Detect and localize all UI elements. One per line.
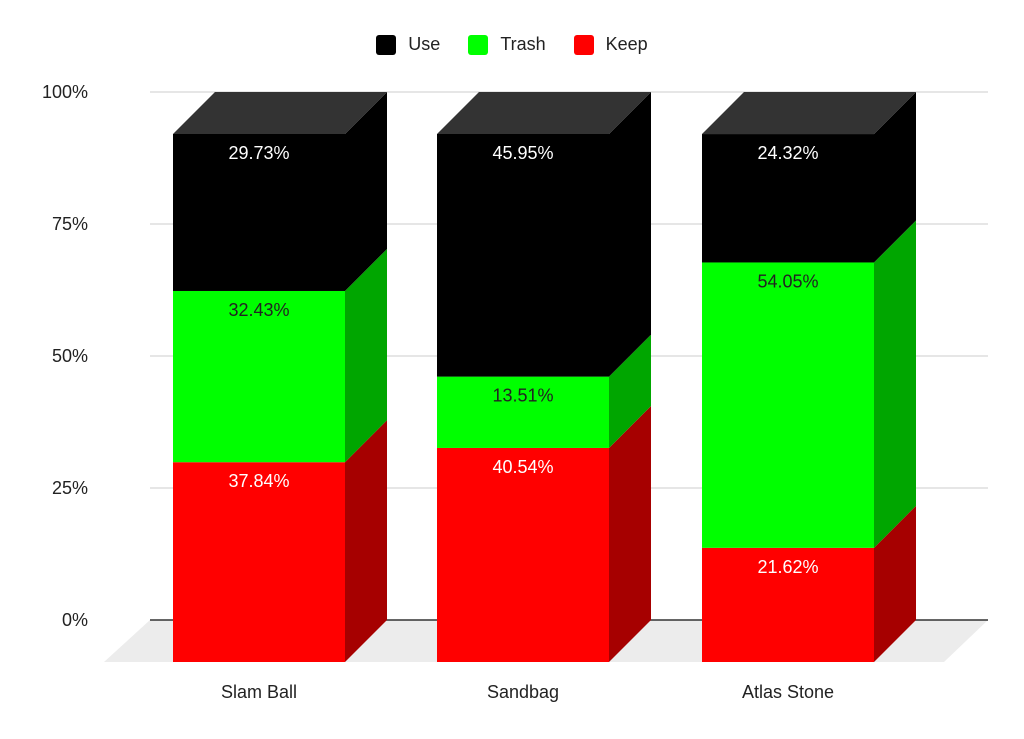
bar-sandbag-keep xyxy=(437,447,609,662)
bar-atlas-stone-trash xyxy=(702,262,874,548)
bar-side-slam-ball-use xyxy=(345,92,387,291)
bar-atlas-stone-use xyxy=(702,134,874,263)
data-label-atlas-stone-trash: 54.05% xyxy=(757,271,818,291)
bar-sandbag-trash xyxy=(437,376,609,448)
bar-top-sandbag xyxy=(437,92,651,134)
y-tick-label: 25% xyxy=(52,478,88,498)
bar-side-slam-ball-keep xyxy=(345,420,387,662)
legend-item-use[interactable]: Use xyxy=(376,34,440,55)
bar-sandbag-use xyxy=(437,134,609,377)
bar-side-sandbag-trash xyxy=(609,334,651,448)
data-label-slam-ball-keep: 37.84% xyxy=(228,471,289,491)
bar-top-slam-ball xyxy=(173,92,387,134)
legend-item-trash[interactable]: Trash xyxy=(468,34,546,55)
data-label-slam-ball-use: 29.73% xyxy=(228,143,289,163)
bar-slam-ball-keep xyxy=(173,462,345,662)
data-label-sandbag-use: 45.95% xyxy=(492,143,553,163)
bar-side-atlas-stone-trash xyxy=(874,220,916,548)
legend-label-use: Use xyxy=(408,34,441,54)
legend-label-keep: Keep xyxy=(605,34,648,54)
bar-atlas-stone-keep xyxy=(702,547,874,662)
data-label-slam-ball-trash: 32.43% xyxy=(228,300,289,320)
legend-swatch-use xyxy=(376,34,397,55)
legend-swatch-trash xyxy=(468,34,489,55)
legend: Use Trash Keep xyxy=(0,34,1024,55)
legend-swatch-keep xyxy=(573,34,594,55)
y-tick-label: 0% xyxy=(62,610,88,630)
bar-side-slam-ball-trash xyxy=(345,248,387,463)
data-label-atlas-stone-use: 24.32% xyxy=(757,143,818,163)
x-tick-label-sandbag: Sandbag xyxy=(487,682,559,702)
data-label-sandbag-trash: 13.51% xyxy=(492,386,553,406)
legend-label-trash: Trash xyxy=(500,34,546,54)
x-tick-label-slam-ball: Slam Ball xyxy=(221,682,297,702)
y-tick-label: 75% xyxy=(52,214,88,234)
data-label-sandbag-keep: 40.54% xyxy=(492,457,553,477)
bar-side-atlas-stone-use xyxy=(874,92,916,263)
bar-side-atlas-stone-keep xyxy=(874,505,916,662)
bar-side-sandbag-use xyxy=(609,92,651,377)
legend-item-keep[interactable]: Keep xyxy=(573,34,648,55)
x-tick-label-atlas-stone: Atlas Stone xyxy=(742,682,834,702)
bar-slam-ball-use xyxy=(173,134,345,291)
bar-side-sandbag-keep xyxy=(609,405,651,662)
y-tick-label: 50% xyxy=(52,346,88,366)
y-tick-label: 100% xyxy=(42,82,88,102)
bar-slam-ball-trash xyxy=(173,290,345,463)
data-label-atlas-stone-keep: 21.62% xyxy=(757,557,818,577)
bar-top-atlas-stone xyxy=(702,92,916,135)
